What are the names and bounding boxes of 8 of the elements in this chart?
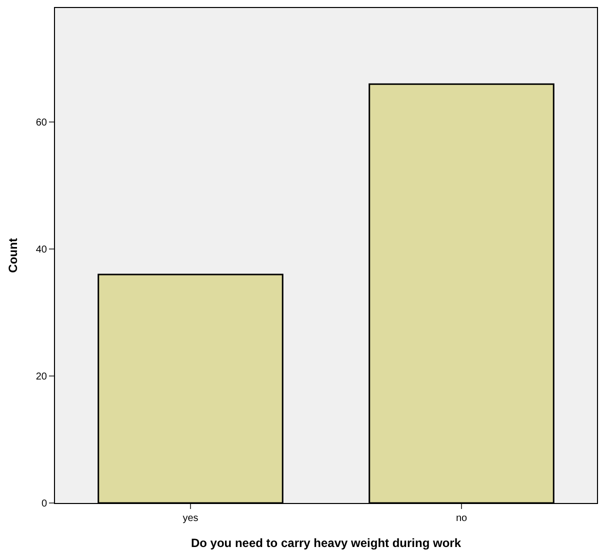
y-tick-label: 60 [36, 118, 48, 129]
y-tick-label: 40 [36, 244, 48, 256]
y-tick-label: 0 [41, 498, 48, 510]
x-tick-label: no [456, 513, 468, 524]
y-axis-title: Count [6, 238, 20, 273]
x-tick-label: yes [182, 513, 198, 524]
y-tick-label: 20 [36, 372, 48, 383]
x-axis-title: Do you need to carry heavy weight during work [190, 536, 462, 550]
